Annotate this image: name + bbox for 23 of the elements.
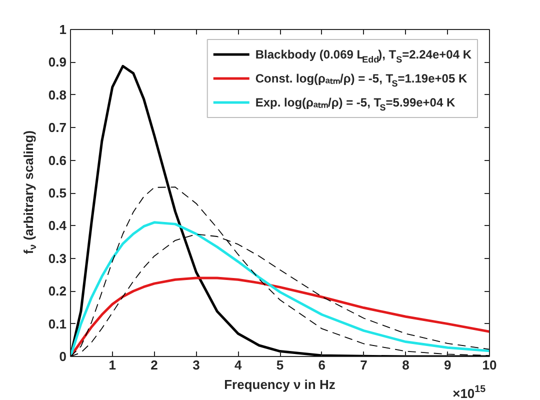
y-tick-label: 0.9 <box>48 54 67 70</box>
y-tick-label: 1 <box>59 22 67 37</box>
y-tick-label: 0.1 <box>48 316 67 332</box>
y-tick-label: 0.6 <box>48 152 67 168</box>
y-tick-label: 0.7 <box>48 120 67 136</box>
x-tick-label: 4 <box>234 358 242 372</box>
x-tick-label: 3 <box>192 358 200 372</box>
y-tick-label: 0.3 <box>48 250 67 266</box>
x-axis-title: Frequency ν in Hz <box>224 377 336 392</box>
y-tick-label: 0.4 <box>48 218 68 234</box>
x-tick-label: 8 <box>402 358 410 372</box>
x-tick-label: 1 <box>108 358 116 372</box>
y-tick-label: 0.2 <box>48 284 67 299</box>
y-tick-label: 0.5 <box>48 186 67 200</box>
x-tick-label: 2 <box>150 358 158 372</box>
y-tick-label: 0 <box>59 349 67 364</box>
x-tick-label: 10 <box>482 358 497 372</box>
x-tick-label: 6 <box>318 358 326 372</box>
y-axis-title: fν (arbitrary scaling) <box>21 130 40 254</box>
x-tick-label: 9 <box>444 358 452 372</box>
y-tick-label: 0.8 <box>48 87 67 102</box>
x-tick-label: 5 <box>276 358 284 372</box>
x-tick-label: 7 <box>360 358 368 372</box>
